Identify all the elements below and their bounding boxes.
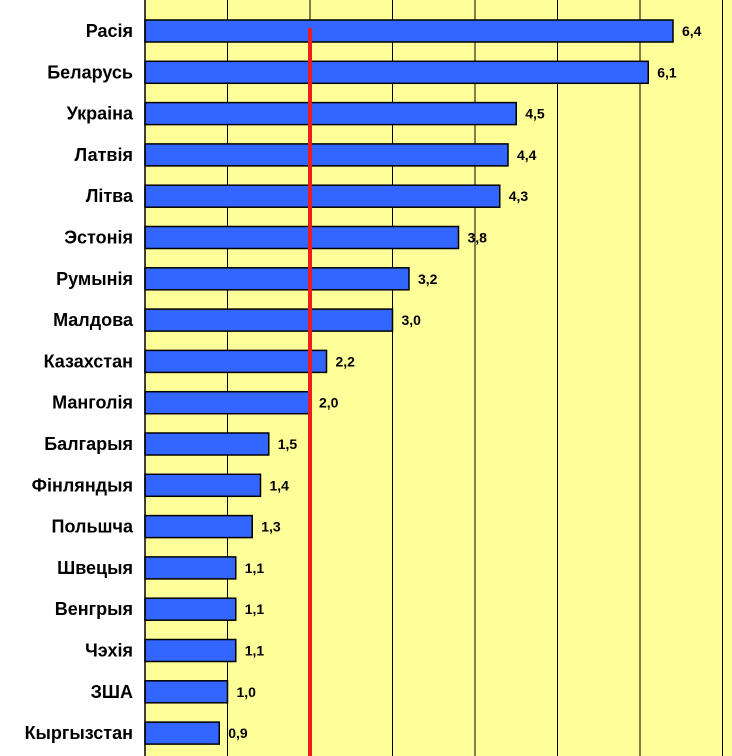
bar bbox=[144, 556, 237, 580]
value-label: 0,9 bbox=[228, 725, 248, 741]
category-label: Манголія bbox=[52, 393, 133, 413]
category-label: Балгарыя bbox=[44, 434, 133, 454]
bar bbox=[144, 514, 253, 539]
value-label: 1,5 bbox=[278, 436, 298, 452]
category-label: Чэхія bbox=[85, 641, 133, 661]
category-label: Венгрыя bbox=[55, 599, 133, 619]
bar bbox=[144, 143, 509, 167]
category-label: ЗША bbox=[91, 682, 133, 702]
category-label: Беларусь bbox=[47, 62, 133, 82]
category-label: Фінляндыя bbox=[32, 475, 133, 495]
value-label: 1,1 bbox=[245, 560, 265, 576]
value-labels: 6,4 6,1 4,5 4,4 4,3 3,8 3,2 3,0 2,2 2,0 1,5 1,4 1,3 1… bbox=[228, 23, 701, 741]
category-label: Літва bbox=[86, 186, 134, 206]
value-label: 6,4 bbox=[682, 23, 702, 39]
bar bbox=[144, 349, 328, 374]
bar bbox=[144, 680, 229, 704]
category-label: Казахстан bbox=[44, 351, 133, 371]
value-label: 1,3 bbox=[261, 519, 281, 535]
category-label: Румынія bbox=[56, 269, 133, 289]
value-label: 3,8 bbox=[468, 230, 488, 246]
bar bbox=[144, 597, 237, 621]
category-label: Кыргызстан bbox=[25, 723, 133, 743]
category-label: Швецыя bbox=[57, 558, 133, 578]
bar bbox=[144, 101, 517, 126]
bar bbox=[144, 721, 220, 745]
value-label: 2,2 bbox=[336, 353, 356, 369]
value-label: 1,1 bbox=[245, 601, 265, 617]
bar bbox=[144, 19, 674, 43]
value-label: 6,1 bbox=[657, 64, 677, 80]
category-label: Эстонія bbox=[64, 228, 133, 248]
category-label: Украіна bbox=[67, 104, 134, 124]
value-label: 3,0 bbox=[402, 312, 422, 328]
bar bbox=[144, 473, 262, 498]
value-label: 4,5 bbox=[525, 106, 545, 122]
value-label: 4,3 bbox=[509, 188, 529, 204]
bars bbox=[144, 19, 674, 745]
bar bbox=[144, 432, 270, 456]
bar bbox=[144, 390, 311, 415]
bar bbox=[144, 225, 460, 250]
value-label: 4,4 bbox=[517, 147, 537, 163]
value-label: 1,4 bbox=[270, 477, 290, 493]
bar bbox=[144, 184, 501, 208]
bar bbox=[144, 267, 410, 291]
category-label: Польшча bbox=[52, 517, 134, 537]
category-label: Малдова bbox=[53, 310, 134, 330]
value-label: 3,2 bbox=[418, 271, 438, 287]
bar bbox=[144, 60, 649, 85]
category-labels: Расія Беларусь Украіна Латвія Літва Эстонія Ру… bbox=[25, 21, 134, 743]
bar bbox=[144, 308, 394, 332]
bar bbox=[144, 638, 237, 663]
plot-area bbox=[145, 0, 732, 756]
category-label: Латвія bbox=[75, 145, 133, 165]
value-label: 1,0 bbox=[237, 684, 257, 700]
value-label: 1,1 bbox=[245, 643, 265, 659]
category-label: Расія bbox=[86, 21, 133, 41]
value-label: 2,0 bbox=[319, 395, 339, 411]
